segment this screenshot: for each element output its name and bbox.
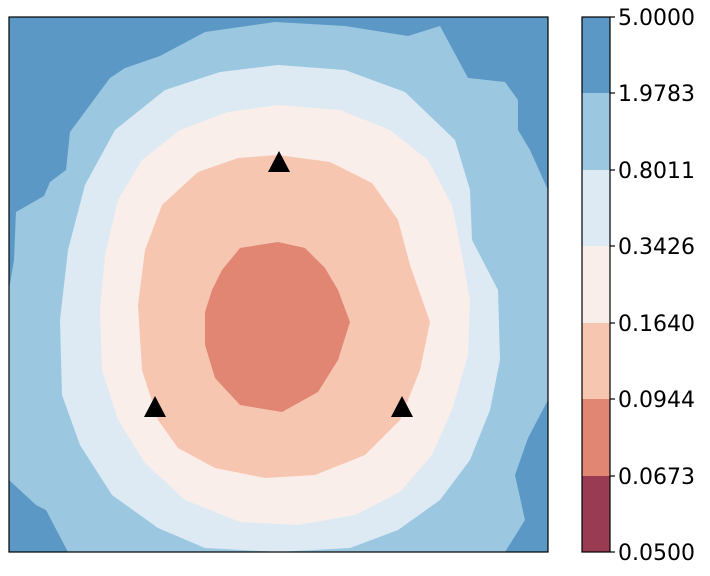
plot-frame [8,16,549,553]
colorbar-tick-label-7: 5.0000 [618,6,695,31]
colorbar-tick-label-5: 0.8011 [618,159,695,184]
colorbar-tick-label-2: 0.0944 [618,388,695,413]
contour-plot-area [9,17,548,552]
triangle-marker-right [391,396,413,417]
colorbar-tick-label-0: 0.0500 [618,541,695,566]
colorbar-ticks [610,16,615,553]
contour-band-level-1 [205,242,350,412]
colorbar-band-2 [582,323,610,399]
colorbar-tick-label-1: 0.0673 [618,465,695,490]
triangle-marker-top [268,151,290,172]
colorbar: 5.0000 1.9783 0.8011 0.3426 0.1640 0.094… [581,6,695,566]
colorbar-tick-label-4: 0.3426 [618,235,695,260]
colorbar-band-5 [582,93,610,170]
colorbar-band-6 [582,17,610,93]
colorbar-band-0 [582,476,610,552]
colorbar-tick-label-6: 1.9783 [618,82,695,107]
colorbar-band-3 [582,246,610,323]
colorbar-band-4 [582,170,610,246]
colorbar-tick-label-3: 0.1640 [618,312,695,337]
colorbar-frame [581,16,611,553]
colorbar-band-1 [582,399,610,476]
triangle-marker-left [144,396,166,417]
